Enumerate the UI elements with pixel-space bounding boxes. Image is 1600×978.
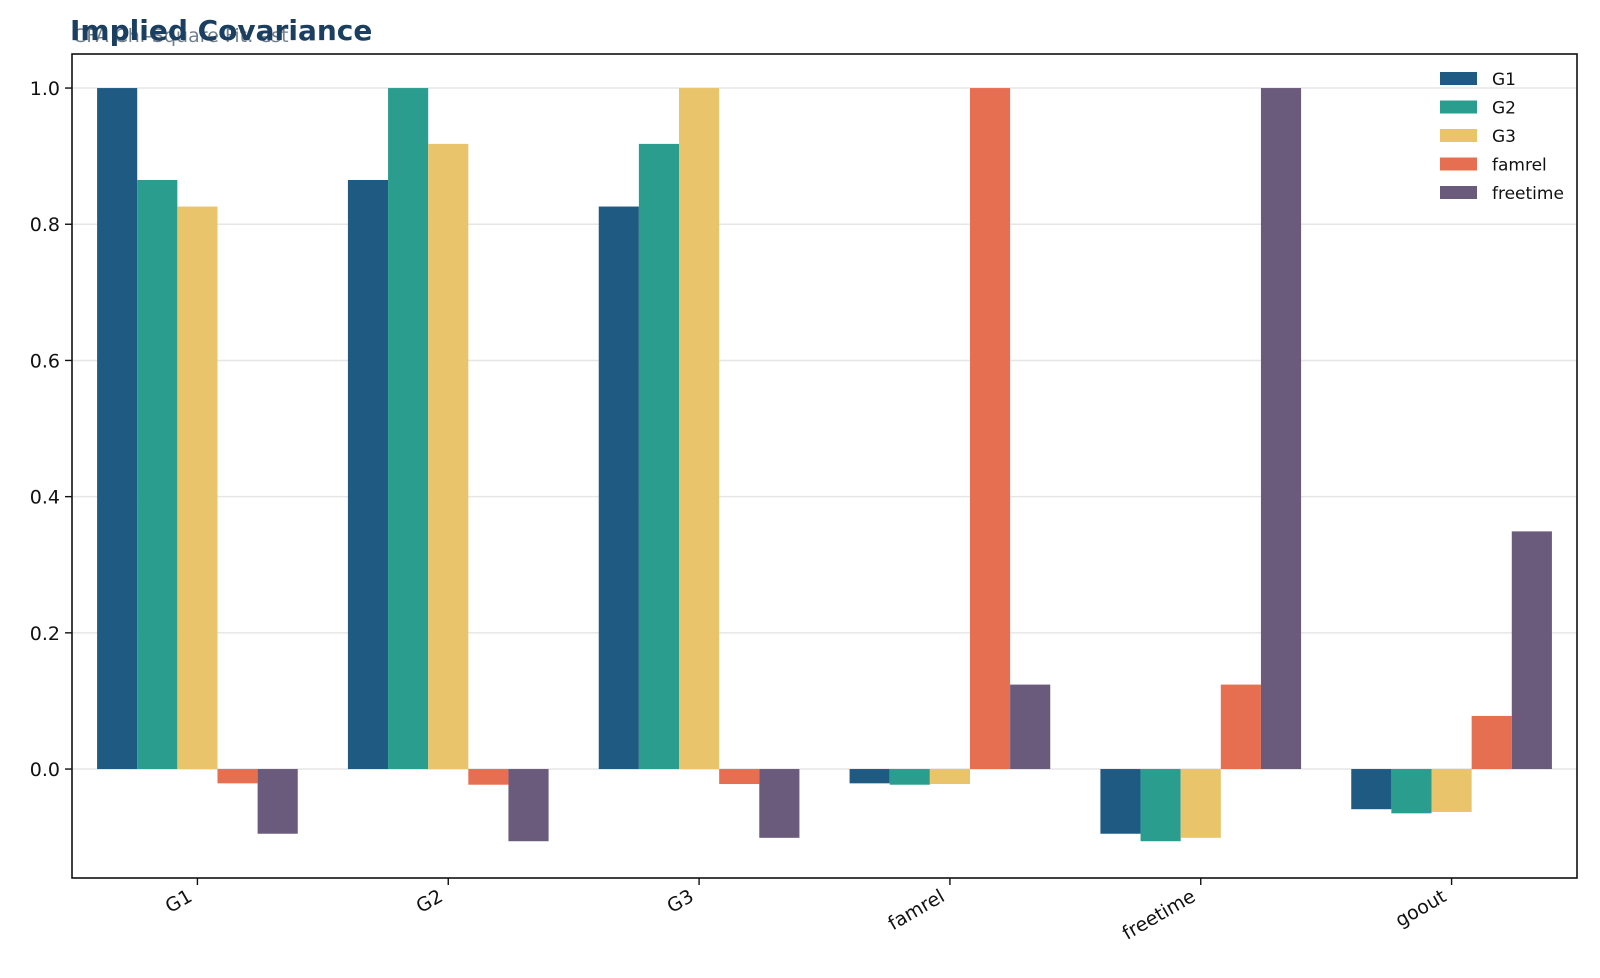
- bar: [1140, 769, 1181, 842]
- bar: [929, 769, 970, 785]
- legend: G1 G2 G3 famrel freetime: [1440, 70, 1564, 204]
- bar: [1471, 715, 1512, 770]
- bar: [1431, 769, 1472, 812]
- bar: [177, 206, 218, 770]
- bar: [1511, 531, 1552, 770]
- bar: [508, 769, 549, 842]
- y-tick-label: 0.8: [30, 214, 60, 236]
- bar: [428, 143, 469, 770]
- plot-frame: [71, 53, 1578, 879]
- bar: [1351, 769, 1392, 810]
- bar: [1100, 769, 1141, 834]
- bar: [598, 206, 639, 770]
- bar: [1260, 88, 1302, 770]
- legend-label: famrel: [1492, 156, 1547, 176]
- grid: [72, 87, 1577, 770]
- legend-swatch: [1440, 129, 1477, 142]
- bar: [1220, 684, 1261, 770]
- legend-label: G3: [1492, 127, 1516, 147]
- legend-label: G2: [1492, 99, 1516, 119]
- bar: [679, 88, 720, 770]
- bar: [849, 769, 890, 784]
- bar: [137, 179, 178, 770]
- chart-subtitle: CFA Chi-Square Fit: est: [73, 25, 289, 47]
- bar: [388, 88, 429, 770]
- bar: [97, 88, 138, 770]
- bar: [1391, 769, 1432, 814]
- bar: [1010, 684, 1051, 770]
- bar: [889, 769, 930, 785]
- bar: [969, 88, 1011, 770]
- legend-swatch: [1440, 100, 1477, 114]
- y-tick-label: 0.4: [30, 487, 60, 509]
- y-tick-label: 0.2: [30, 623, 60, 645]
- bars: [97, 88, 1552, 842]
- legend-label: freetime: [1492, 184, 1564, 204]
- bar: [468, 769, 509, 785]
- y-tick-label: 1.0: [30, 78, 60, 100]
- legend-swatch: [1440, 186, 1477, 199]
- legend-label: G1: [1492, 70, 1516, 90]
- bar: [638, 143, 680, 770]
- y-tick-label: 0.6: [30, 350, 60, 372]
- y-axis: 0.0 0.2 0.4 0.6 0.8 1.0: [30, 78, 72, 781]
- bar: [1180, 769, 1221, 838]
- bar: [257, 769, 298, 834]
- bar: [347, 179, 389, 770]
- chart-title: Implied Covariance: [70, 14, 372, 47]
- bar: [719, 769, 760, 785]
- y-tick-label: 0.0: [30, 759, 60, 781]
- legend-swatch: [1440, 72, 1477, 85]
- legend-swatch: [1440, 157, 1477, 171]
- bar: [759, 769, 800, 838]
- bar: [217, 769, 258, 784]
